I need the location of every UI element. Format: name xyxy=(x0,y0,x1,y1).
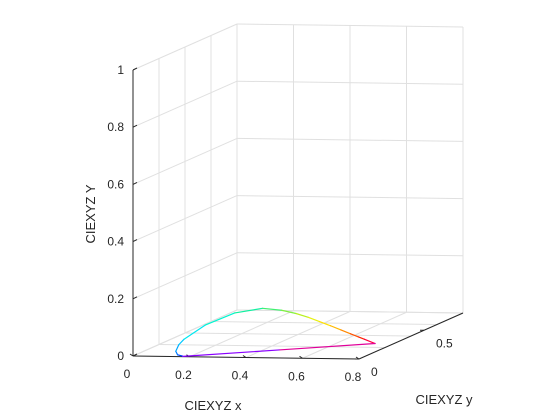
locus-segment xyxy=(175,350,179,356)
z-tick-mark xyxy=(132,296,138,300)
x-tick-mark xyxy=(242,355,247,358)
locus-segment xyxy=(363,338,376,345)
data-layer xyxy=(175,307,376,357)
side-wall-gridline-z xyxy=(132,80,238,128)
z-axis-label: CIEXYZ Y xyxy=(83,184,98,243)
z-tick-mark xyxy=(132,353,138,357)
x-tick-mark xyxy=(299,355,303,359)
locus-segment xyxy=(234,307,264,314)
y-axis-line xyxy=(358,312,464,360)
back-wall-gridline-z xyxy=(236,23,464,28)
y-axis-label: CIEXYZ y xyxy=(415,392,473,407)
locus-segment xyxy=(329,325,342,331)
tick-layer: 0 0.2 0.4 0.6 0.8 0 0.5 0 0.2 0.4 0.6 0.8 1 xyxy=(107,63,453,384)
x-tick-mark xyxy=(129,353,134,357)
locus-segment xyxy=(262,307,283,311)
z-tick-mark xyxy=(132,67,138,71)
z-tick-mark xyxy=(132,181,138,185)
locus-segment xyxy=(349,333,360,338)
back-wall-gridline-z xyxy=(236,137,464,142)
locus-segment xyxy=(307,316,321,323)
y-tick-label: 0.5 xyxy=(436,336,453,350)
z-tick-mark xyxy=(132,239,138,243)
back-wall-gridline-z xyxy=(236,309,464,314)
side-wall-gridline-z xyxy=(132,137,238,185)
floor-gridline-y xyxy=(158,344,386,348)
z-tick-label: 0.2 xyxy=(107,292,124,306)
x-tick-label: 0.6 xyxy=(288,369,305,383)
back-wall-gridline-z xyxy=(236,252,464,257)
side-wall-gridline-z xyxy=(132,23,238,71)
locus-segment xyxy=(357,336,366,340)
y-tick-label: 0 xyxy=(371,365,378,379)
locus-segment xyxy=(175,344,180,352)
z-tick-label: 0 xyxy=(117,349,124,363)
x-tick-label: 0.8 xyxy=(345,370,362,384)
grid-layer xyxy=(132,23,464,360)
z-tick-label: 0.4 xyxy=(107,235,124,249)
locus-segment xyxy=(182,349,280,357)
z-tick-mark xyxy=(132,124,138,128)
locus-segment xyxy=(280,309,297,315)
axes-layer xyxy=(129,67,464,360)
x-tick-label: 0 xyxy=(124,367,131,381)
z-tick-label: 0.8 xyxy=(107,120,124,134)
back-wall-gridline-z xyxy=(236,195,464,200)
side-wall-gridline-z xyxy=(132,195,238,243)
locus-segment xyxy=(295,312,309,318)
locus-segment xyxy=(176,354,183,357)
x-tick-label: 0.2 xyxy=(175,368,192,382)
back-wall-gridline-z xyxy=(236,80,464,85)
floor-gridline-y xyxy=(184,332,412,337)
locus-segment xyxy=(340,329,352,335)
side-wall-gridline-z xyxy=(132,309,238,357)
locus-segment xyxy=(318,320,332,327)
locus-segment xyxy=(204,312,236,326)
locus-segment xyxy=(183,324,206,340)
x-axis-label: CIEXYZ x xyxy=(184,398,242,413)
locus-segment xyxy=(278,342,376,351)
locus-segment xyxy=(178,338,185,346)
z-tick-label: 1 xyxy=(117,63,124,77)
x-tick-label: 0.4 xyxy=(232,369,249,383)
side-wall-gridline-z xyxy=(132,252,238,300)
z-tick-label: 0.6 xyxy=(107,177,124,191)
